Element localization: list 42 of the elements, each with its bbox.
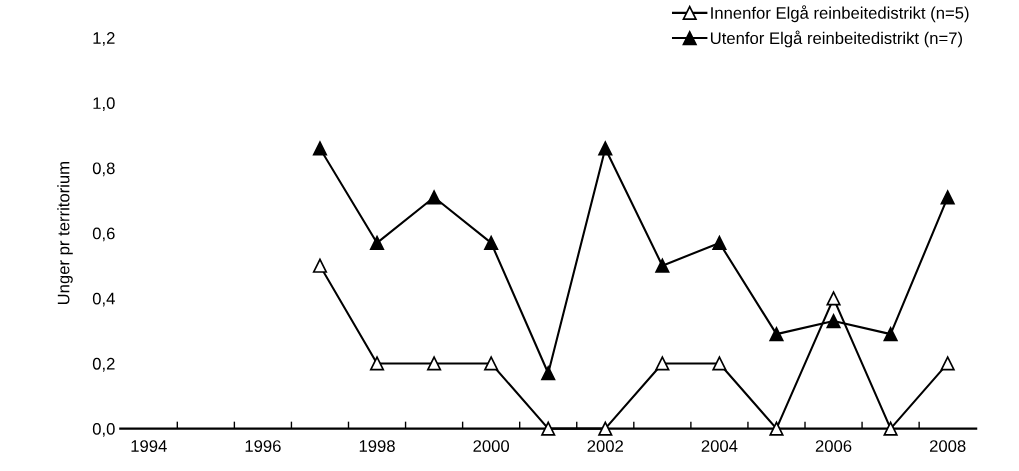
legend-label: Utenfor Elgå reinbeitedistrikt (n=7) xyxy=(710,30,963,48)
point xyxy=(312,258,328,273)
point xyxy=(541,366,556,381)
y-tick-label: 0,8 xyxy=(92,162,115,177)
y-tick-label: 1,0 xyxy=(93,97,115,112)
point xyxy=(655,356,670,371)
point xyxy=(598,141,613,156)
point xyxy=(826,314,841,329)
point xyxy=(312,141,328,156)
x-tick-label: 2002 xyxy=(587,440,623,452)
point xyxy=(484,356,499,371)
y-axis-title: Unger pr territorium xyxy=(57,162,73,305)
point xyxy=(769,421,784,436)
x-tick-label: 2000 xyxy=(473,440,510,452)
point xyxy=(769,327,784,342)
point xyxy=(940,190,955,205)
x-tick-label: 2008 xyxy=(929,440,966,452)
x-tick-label: 1994 xyxy=(131,440,167,452)
point xyxy=(655,258,670,273)
y-tick-label: 0,0 xyxy=(92,423,115,437)
y-tick-label: 1,2 xyxy=(93,32,115,46)
x-tick-label: 2006 xyxy=(815,440,852,452)
point xyxy=(427,190,442,205)
y-tick-label: 0,6 xyxy=(92,227,115,242)
y-tick-label: 0,4 xyxy=(92,292,115,307)
legend-label: Innenfor Elgå reinbeitedistrikt (n=5) xyxy=(711,5,969,23)
x-tick-label: 1998 xyxy=(359,440,395,452)
point xyxy=(598,421,613,436)
point xyxy=(369,235,385,251)
point xyxy=(712,235,727,251)
x-tick-label: 2004 xyxy=(701,440,738,452)
point xyxy=(541,421,556,436)
x-tick-label: 1996 xyxy=(245,440,281,452)
y-tick-label: 0,2 xyxy=(92,357,115,372)
point xyxy=(883,421,898,436)
point xyxy=(484,235,499,251)
point xyxy=(427,356,442,371)
point xyxy=(369,356,385,371)
point xyxy=(826,291,841,306)
point xyxy=(940,356,955,371)
point xyxy=(712,356,727,371)
point xyxy=(883,327,898,342)
